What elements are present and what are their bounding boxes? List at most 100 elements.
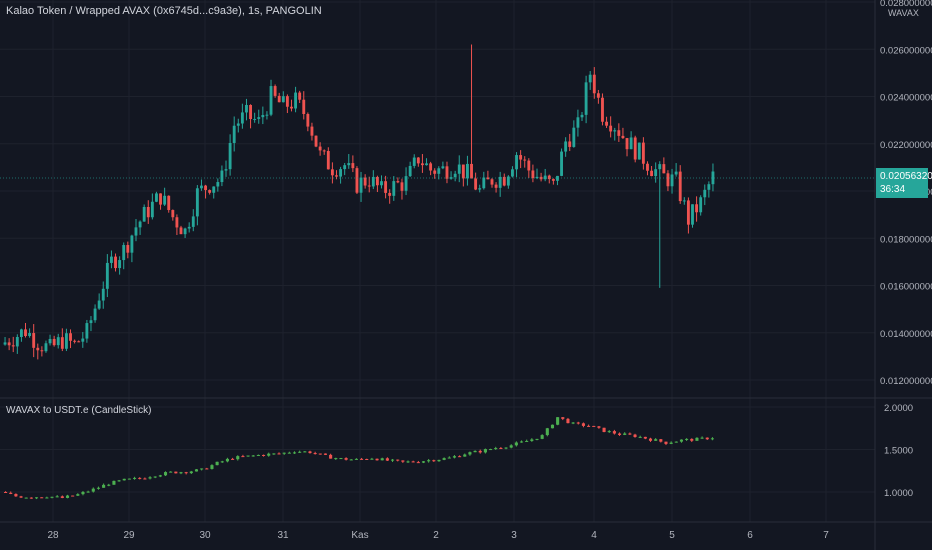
sub-candle-body [519, 441, 524, 443]
sub-candle-body [174, 471, 178, 474]
candle-body [646, 163, 649, 171]
candle-body [490, 179, 494, 185]
sub-candle-body [447, 457, 451, 459]
candle-body [519, 155, 523, 160]
sub-candle-body [236, 456, 240, 460]
candle-body [224, 169, 228, 171]
candle-body [339, 169, 343, 177]
candle-body [617, 130, 621, 136]
candle-body [126, 245, 130, 253]
sub-candle-body [4, 492, 8, 493]
sub-candle-body [262, 454, 266, 456]
price-tick-label: 0.0160000000 [880, 282, 932, 293]
candle-body [314, 135, 318, 147]
sub-candle-body [612, 431, 616, 434]
sub-candle-body [499, 448, 503, 450]
candle-body [682, 200, 686, 202]
sub-chart-title[interactable]: WAVAX to USDT.e (CandleStick) [6, 405, 152, 416]
candle-body [535, 176, 539, 179]
sub-candles [4, 417, 714, 500]
candle-body [564, 141, 568, 152]
candle-body [146, 206, 150, 218]
sub-candle-body [705, 437, 709, 440]
sub-candle-body [473, 450, 477, 453]
sub-candle-body [509, 445, 513, 448]
candle-body [97, 300, 101, 309]
candle-body [400, 182, 404, 191]
candle-body [64, 333, 68, 349]
sub-candle-body [690, 438, 694, 441]
candle-body [686, 200, 690, 225]
sub-candle-body [545, 428, 549, 436]
candle-body [596, 93, 600, 98]
candle-body [592, 74, 596, 94]
sub-candle-body [643, 436, 647, 439]
sub-candle-body [401, 460, 405, 462]
candle-body [167, 195, 171, 211]
sub-candle-body [246, 455, 250, 457]
candle-body [253, 118, 257, 120]
sub-candle-body [349, 459, 353, 461]
candle-body [15, 337, 19, 347]
candle-body [281, 96, 285, 103]
sub-candle-body [576, 422, 580, 424]
candle-body [171, 210, 175, 218]
sub-candle-body [458, 456, 462, 458]
candle-body [347, 163, 351, 166]
candle-body [674, 171, 678, 175]
candle-body [588, 74, 592, 83]
time-tick-label: 6 [747, 530, 753, 541]
sub-candle-body [411, 461, 415, 463]
sub-candle-body [710, 438, 714, 440]
candle-body [183, 228, 187, 235]
time-tick-label: 7 [823, 530, 829, 541]
sub-candle-body [406, 461, 410, 463]
sub-candle-body [292, 452, 297, 454]
candle-body [654, 169, 658, 177]
time-axis[interactable]: 28 29 30 31 Kas 2 3 4 5 6 7 [47, 530, 829, 541]
candle-body [118, 260, 122, 269]
candle-body [703, 189, 707, 198]
sub-candle-body [530, 439, 534, 441]
sub-candle-body [138, 477, 142, 479]
sub-candle-body [179, 472, 183, 474]
candle-body [527, 160, 531, 171]
candle-body [261, 115, 265, 118]
sub-candle-body [122, 478, 126, 481]
sub-candle-body [163, 472, 168, 476]
price-tick-label: 0.0120000000 [880, 376, 932, 387]
sub-candle-body [194, 469, 199, 472]
sub-candle-body [550, 424, 555, 429]
sub-candle-body [210, 465, 214, 469]
candle-body [187, 226, 191, 229]
main-candles [3, 44, 715, 360]
candle-body [179, 227, 183, 235]
sub-candle-body [514, 442, 518, 446]
price-tick-label: 0.0220000000 [880, 140, 932, 151]
sub-candle-body [143, 478, 147, 480]
sub-candle-body [86, 491, 90, 493]
candle-body [175, 217, 179, 228]
candle-body [445, 166, 449, 179]
candle-body [277, 95, 281, 103]
candle-body [392, 181, 396, 196]
candle-body [502, 176, 506, 186]
candle-body [110, 256, 113, 263]
candle-body [678, 171, 682, 202]
candle-body [637, 142, 641, 160]
candle-body [691, 204, 694, 225]
price-tick-label: 0.0180000000 [880, 234, 932, 245]
sub-candle-body [370, 458, 374, 460]
time-tick-label: Kas [351, 530, 368, 541]
candle-body [245, 104, 248, 113]
time-tick-label: 29 [123, 530, 135, 541]
last-price-tag: 0.0205632046 36:34 [876, 168, 932, 198]
main-chart-title[interactable]: Kalao Token / Wrapped AVAX (0x6745d...c9… [6, 5, 322, 17]
sub-candle-body [679, 439, 684, 442]
candle-body [412, 157, 416, 166]
sub-price-axis[interactable]: 2.0000 1.5000 1.0000 [884, 403, 913, 499]
candle-body [425, 163, 428, 166]
candle-body [265, 114, 269, 116]
candle-body [650, 170, 654, 177]
